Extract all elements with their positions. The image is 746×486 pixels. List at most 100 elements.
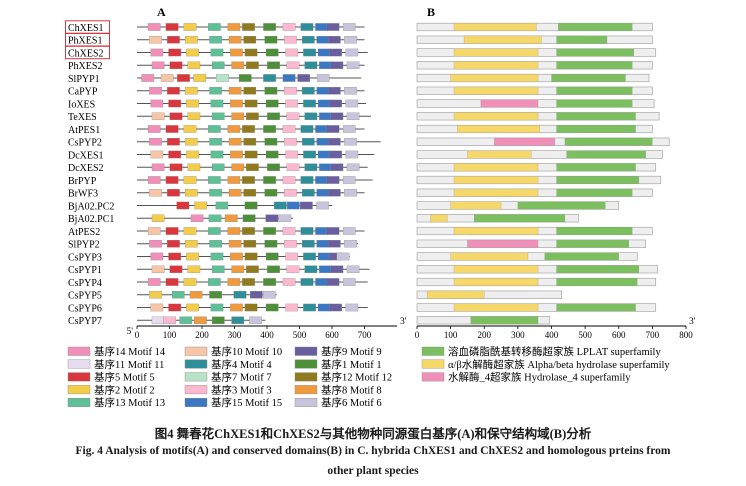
motif-box (344, 137, 357, 146)
motif-row (137, 316, 266, 324)
motif-box (186, 303, 199, 312)
domain-box (556, 176, 640, 184)
species-label: IoXES (68, 99, 95, 110)
motif-box (284, 188, 297, 197)
domain-row (416, 226, 653, 236)
motif-row (137, 176, 373, 184)
motif-box (285, 150, 299, 159)
motif-box (183, 227, 197, 235)
motif-box (336, 252, 350, 261)
motif-box (169, 61, 183, 70)
motif-row (137, 87, 365, 95)
motif-box (209, 36, 222, 44)
motif-box (315, 227, 328, 235)
legend-swatch (184, 359, 208, 369)
motif-box (165, 125, 179, 133)
legend-label: 基序15 Motif 15 (211, 396, 282, 409)
motif-box (187, 163, 201, 171)
protein-bar (416, 290, 562, 299)
domain-box (430, 214, 448, 223)
motif-box (228, 87, 242, 95)
motif-box (187, 112, 201, 121)
motif-box (317, 99, 331, 108)
motif-box (210, 48, 224, 57)
panel-b-label: B (427, 5, 435, 19)
axis-end-label: 3' (689, 317, 696, 327)
motif-box (316, 74, 330, 82)
motif-box (300, 278, 314, 286)
motif-box (186, 99, 199, 108)
motif-box (150, 303, 164, 312)
motif-box (326, 227, 340, 235)
motif-box (301, 137, 315, 146)
motif-box (326, 176, 340, 184)
domain-box (453, 23, 537, 31)
domain-box (474, 214, 566, 223)
species-label: CsPYP3 (68, 252, 102, 263)
motif-box (282, 23, 296, 31)
motif-row (137, 239, 358, 248)
motif-box (286, 201, 300, 210)
protein-bar (416, 150, 663, 159)
legend-label: 基序8 Motif 8 (321, 383, 382, 396)
motif-box (285, 303, 299, 312)
domain-row (416, 61, 653, 70)
motif-box (151, 61, 165, 70)
domain-box (556, 188, 633, 197)
domain-box (556, 239, 629, 248)
species-label: PhXES2 (68, 61, 102, 72)
motif-box (342, 176, 356, 184)
legend-label: 基序5 Motif 5 (94, 371, 155, 384)
motif-box (327, 87, 341, 95)
motif-box (299, 201, 313, 210)
motif-box (179, 316, 193, 324)
species-label: CsPYP2 (68, 138, 102, 149)
motif-box (284, 239, 297, 248)
motif-box (263, 74, 276, 82)
legend-swatch (294, 359, 318, 369)
motif-box (168, 252, 182, 261)
motif-box (304, 61, 318, 70)
protein-bar (416, 175, 662, 185)
domain-box (453, 265, 539, 274)
domain-box (564, 137, 653, 146)
axis-start-label: 5' (127, 327, 134, 337)
motif-box (286, 112, 300, 121)
motif-row (137, 278, 368, 286)
legend-swatch (67, 359, 91, 369)
motif-box (147, 176, 161, 184)
motif-box (149, 87, 162, 95)
motif-box (208, 214, 222, 222)
motif-box (227, 23, 241, 31)
domain-row (416, 73, 650, 83)
species-label: AtPES2 (68, 227, 100, 238)
motif-box (243, 188, 257, 197)
motif-box (184, 188, 198, 197)
motif-box (169, 265, 183, 273)
motif-box (165, 176, 179, 184)
domain-row (416, 265, 658, 274)
motif-box (300, 176, 314, 184)
caption-chinese: 图4 舞春花ChXES1和ChXES2与其他物种同源蛋白基序(A)和保守结构域(… (154, 427, 592, 441)
domain-box (556, 265, 640, 274)
legend-label: 基序1 Motif 1 (321, 358, 382, 371)
motif-box (326, 23, 340, 31)
motif-box (187, 265, 201, 273)
domain-box (450, 252, 529, 261)
motif-box (267, 112, 280, 121)
motif-box (215, 201, 229, 210)
motif-box (317, 48, 331, 57)
motif-box (304, 112, 318, 121)
motif-box (177, 74, 190, 82)
motif-row (137, 36, 365, 44)
legend-label: 溶血磷脂酰基转移酶超家族 LPLAT superfamily (448, 345, 661, 358)
motif-row (137, 48, 368, 57)
motif-box (168, 150, 182, 159)
motif-box (149, 239, 162, 248)
motif-box (315, 125, 328, 133)
motif-box (264, 36, 278, 44)
legend-label: 基序12 Motif 12 (321, 371, 392, 384)
species-label: CsPYP4 (68, 278, 102, 289)
domain-box (453, 112, 539, 121)
